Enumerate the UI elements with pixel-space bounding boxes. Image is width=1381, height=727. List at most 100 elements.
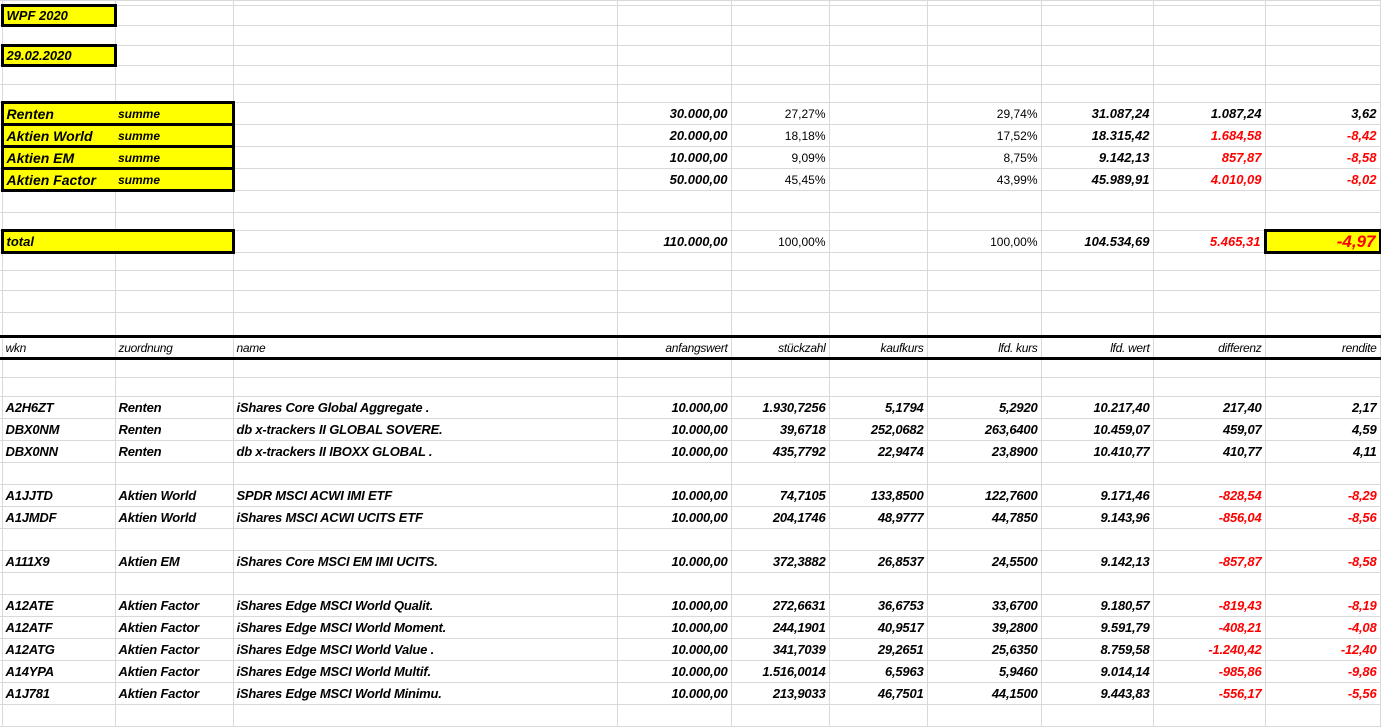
empty-cell[interactable] [730,704,830,727]
empty-cell[interactable] [828,45,928,66]
position-lfd-kurs[interactable]: 44,7850 [926,506,1042,529]
empty-cell[interactable] [616,270,732,291]
empty-cell[interactable] [1264,212,1381,231]
summary-anfangswert[interactable]: 50.000,00 [616,168,732,191]
position-rendite[interactable]: -8,58 [1264,550,1381,573]
empty-cell[interactable] [730,65,830,85]
empty-cell[interactable] [616,312,732,338]
position-differenz[interactable]: 459,07 [1152,418,1266,441]
empty-cell[interactable] [1264,270,1381,291]
empty-cell[interactable] [926,704,1042,727]
summary-anteil-aktuell[interactable]: 8,75% [926,146,1042,169]
position-zuordnung[interactable]: Aktien Factor [114,594,234,617]
summary-label[interactable]: summe [115,123,235,148]
summary-category[interactable]: Renten [0,101,115,126]
empty-cell[interactable] [616,528,732,551]
summary-label[interactable]: summe [115,167,235,192]
empty-cell[interactable] [926,45,1042,66]
empty-cell[interactable] [828,190,928,213]
column-header[interactable]: name [232,336,618,360]
position-lfd-kurs[interactable]: 263,6400 [926,418,1042,441]
summary-anteil-start[interactable]: 9,09% [730,146,830,169]
empty-cell[interactable] [926,528,1042,551]
empty-cell[interactable] [1264,65,1381,85]
empty-cell[interactable] [114,25,234,46]
position-wkn[interactable]: A1JJTD [1,484,116,507]
summary-anteil-start[interactable]: 45,45% [730,168,830,191]
summary-anfangswert[interactable]: 20.000,00 [616,124,732,147]
position-lfd-kurs[interactable]: 44,1500 [926,682,1042,705]
empty-cell[interactable] [114,462,234,485]
total-lfd-wert[interactable]: 104.534,69 [1040,230,1154,253]
summary-category[interactable]: Aktien Factor [0,167,115,192]
summary-anfangswert[interactable]: 30.000,00 [616,102,732,125]
empty-cell[interactable] [1264,704,1381,727]
empty-cell[interactable] [616,5,732,26]
empty-cell[interactable] [730,528,830,551]
position-kaufkurs[interactable]: 22,9474 [828,440,928,463]
empty-cell[interactable] [1264,25,1381,46]
position-zuordnung[interactable]: Aktien EM [114,550,234,573]
total-label[interactable]: total [0,229,235,254]
column-header[interactable]: lfd. kurs [926,336,1042,360]
position-lfd-wert[interactable]: 9.142,13 [1040,550,1154,573]
empty-cell[interactable] [1152,358,1266,378]
empty-cell[interactable] [232,704,618,727]
empty-cell[interactable] [1040,462,1154,485]
position-lfd-wert[interactable]: 9.180,57 [1040,594,1154,617]
position-anfangswert[interactable]: 10.000,00 [616,550,732,573]
empty-cell[interactable] [730,290,830,313]
empty-cell[interactable] [114,45,234,66]
position-name[interactable]: iShares Core MSCI EM IMI UCITS. [232,550,618,573]
summary-rendite[interactable]: -8,42 [1264,124,1381,147]
empty-cell[interactable] [926,84,1042,103]
position-differenz[interactable]: -856,04 [1152,506,1266,529]
empty-cell[interactable] [1152,65,1266,85]
column-header[interactable]: kaufkurs [828,336,928,360]
empty-cell[interactable] [1152,312,1266,338]
summary-differenz[interactable]: 4.010,09 [1152,168,1266,191]
position-lfd-wert[interactable]: 8.759,58 [1040,638,1154,661]
position-lfd-kurs[interactable]: 24,5500 [926,550,1042,573]
position-differenz[interactable]: 410,77 [1152,440,1266,463]
position-differenz[interactable]: -1.240,42 [1152,638,1266,661]
empty-cell[interactable] [828,270,928,291]
empty-cell[interactable] [730,25,830,46]
empty-cell[interactable] [114,212,234,231]
position-kaufkurs[interactable]: 133,8500 [828,484,928,507]
empty-cell[interactable] [232,358,618,378]
position-differenz[interactable]: -556,17 [1152,682,1266,705]
position-lfd-kurs[interactable]: 25,6350 [926,638,1042,661]
column-header[interactable]: zuordnung [114,336,234,360]
position-name[interactable]: db x-trackers II IBOXX GLOBAL . [232,440,618,463]
empty-cell[interactable] [1040,377,1154,397]
empty-cell[interactable] [1040,270,1154,291]
position-zuordnung[interactable]: Renten [114,396,234,419]
total-differenz[interactable]: 5.465,31 [1152,230,1266,253]
position-stueckzahl[interactable]: 272,6631 [730,594,830,617]
column-header[interactable]: differenz [1152,336,1266,360]
empty-cell[interactable] [616,704,732,727]
empty-cell[interactable] [1152,572,1266,595]
empty-cell[interactable] [730,252,830,271]
empty-cell[interactable] [232,65,618,85]
position-zuordnung[interactable]: Renten [114,418,234,441]
empty-cell[interactable] [828,252,928,271]
position-wkn[interactable]: A1JMDF [1,506,116,529]
position-zuordnung[interactable]: Aktien World [114,506,234,529]
summary-category[interactable]: Aktien EM [0,145,115,170]
position-stueckzahl[interactable]: 244,1901 [730,616,830,639]
empty-cell[interactable] [616,252,732,271]
empty-cell[interactable] [730,462,830,485]
position-wkn[interactable]: A111X9 [1,550,116,573]
empty-cell[interactable] [1,190,116,213]
empty-cell[interactable] [828,704,928,727]
position-rendite[interactable]: -4,08 [1264,616,1381,639]
empty-cell[interactable] [114,270,234,291]
empty-cell[interactable] [730,212,830,231]
position-kaufkurs[interactable]: 6,5963 [828,660,928,683]
sheet-title[interactable]: WPF 2020 [0,4,117,27]
position-differenz[interactable]: 217,40 [1152,396,1266,419]
empty-cell[interactable] [926,358,1042,378]
empty-cell[interactable] [730,190,830,213]
